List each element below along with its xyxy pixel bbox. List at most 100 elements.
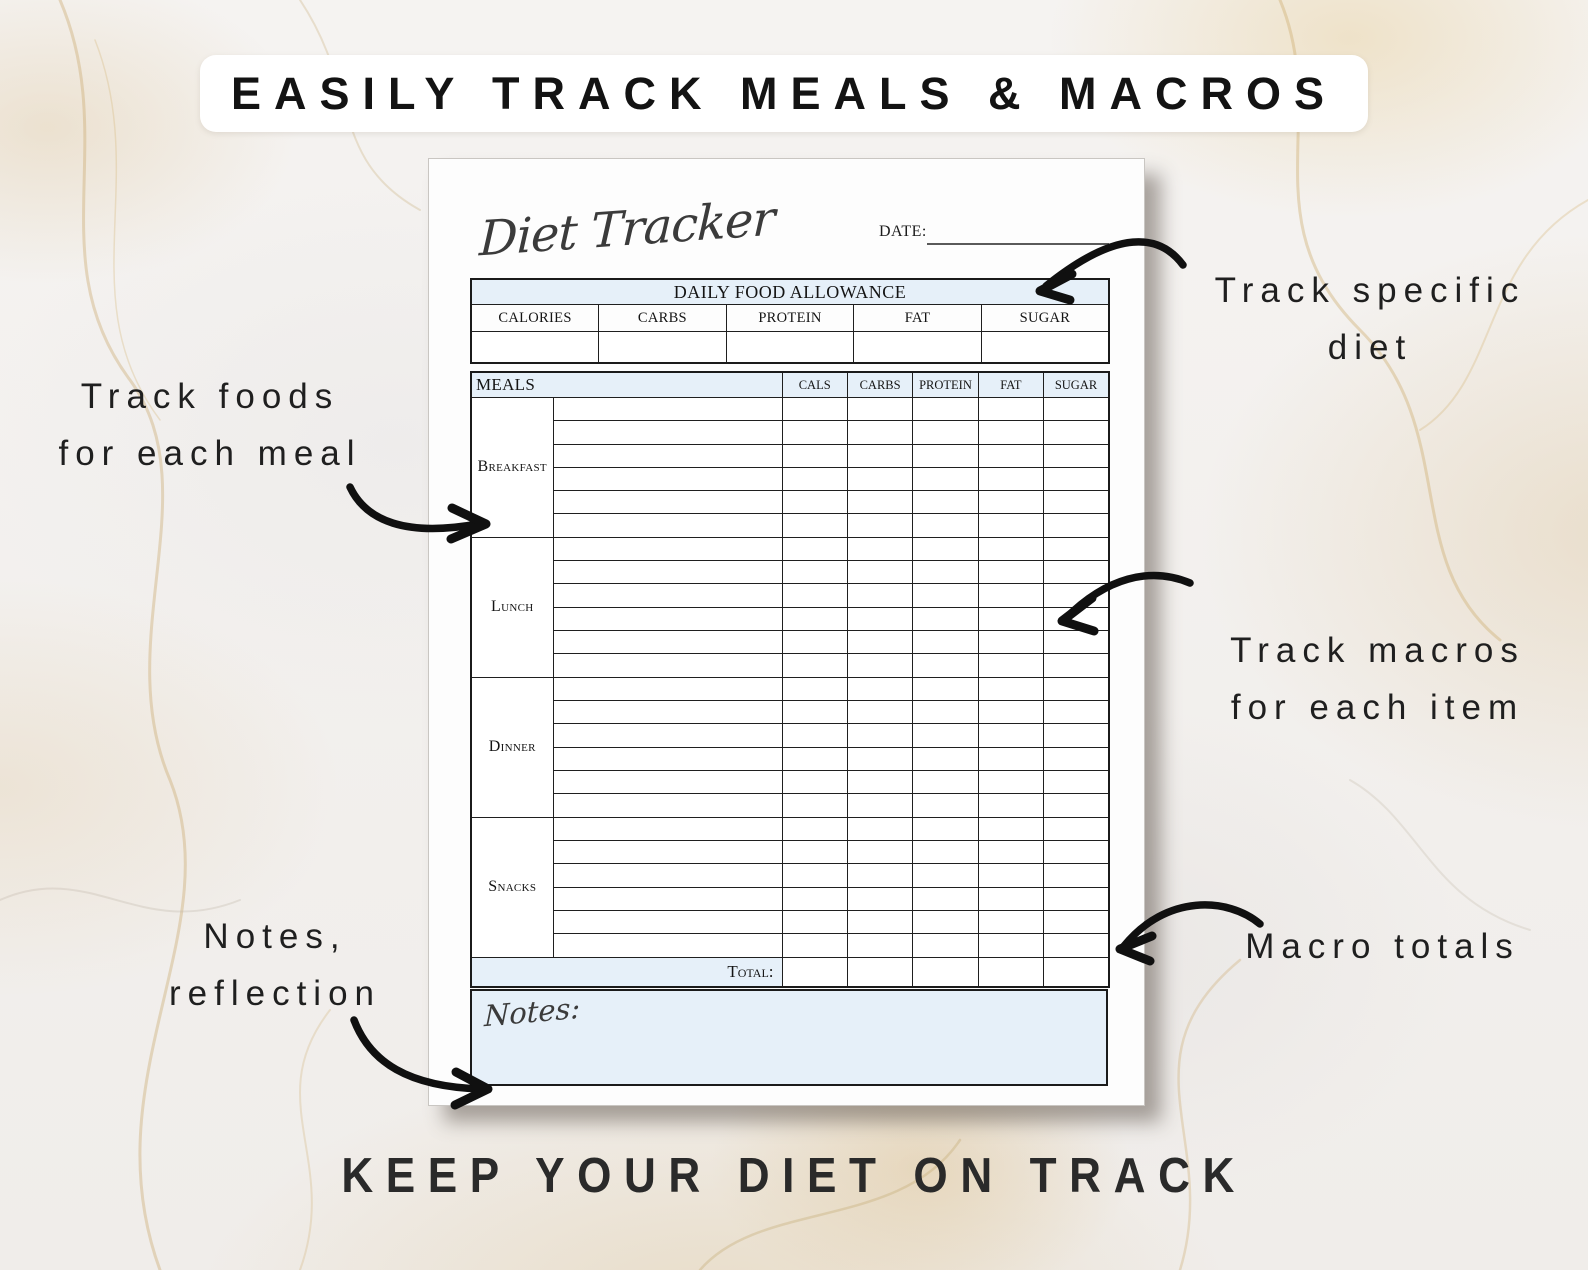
macro-entry-cell-cals [781, 466, 848, 492]
total-cell-carbs [846, 957, 914, 988]
meal-row-breakfast [471, 420, 1110, 445]
headline-banner: EASILY TRACK MEALS & MACROS [200, 55, 1368, 132]
macro-entry-cell-carbs [846, 629, 914, 655]
macro-entry-cell-fat [977, 466, 1045, 492]
macro-entry-cell-sugar [1043, 443, 1110, 468]
macro-entry-cell-cals [781, 746, 848, 771]
macro-entry-cell-sugar [1043, 700, 1110, 725]
macro-entry-cell-cals [781, 583, 848, 608]
allowance-entry-cell [980, 331, 1110, 364]
date-line [927, 243, 1109, 245]
allowance-entry-row [470, 331, 1110, 364]
food-entry-cell [552, 863, 783, 888]
macro-entry-cell-protein [912, 513, 979, 538]
macro-entry-cell-protein [912, 396, 979, 422]
macro-entry-cell-sugar [1043, 583, 1110, 608]
macro-entry-cell-carbs [846, 840, 914, 865]
macro-entry-cell-fat [977, 443, 1045, 468]
macro-entry-cell-sugar [1043, 840, 1110, 865]
macro-entry-cell-sugar [1043, 816, 1110, 842]
annotation-line: Track macros [1230, 631, 1525, 670]
meal-label-breakfast: Breakfast [470, 397, 554, 538]
macro-entry-cell-fat [977, 396, 1045, 422]
food-entry-cell [552, 489, 783, 515]
macro-entry-cell-carbs [846, 513, 914, 538]
macro-entry-cell-cals [781, 863, 848, 888]
annotation-line: Macro totals [1245, 927, 1520, 966]
food-entry-cell [552, 676, 783, 702]
macro-entry-cell-cals [781, 513, 848, 538]
meal-row-lunch [471, 560, 1110, 585]
macro-entry-cell-carbs [846, 700, 914, 725]
notes-section: Notes: [470, 989, 1108, 1086]
annotation-line: Track foods [80, 377, 340, 416]
food-entry-cell [552, 816, 783, 842]
macro-entry-cell-cals [781, 676, 848, 702]
meal-row-lunch [471, 629, 1110, 655]
macro-entry-cell-cals [781, 700, 848, 725]
macro-entry-cell-sugar [1043, 863, 1110, 888]
meal-row-dinner [471, 723, 1110, 748]
macro-entry-cell-protein [912, 793, 979, 818]
macro-entry-cell-sugar [1043, 560, 1110, 585]
macro-entry-cell-sugar [1043, 723, 1110, 748]
annotation-track-specific-diet: Track specific diet [1160, 262, 1580, 376]
macro-entry-cell-fat [977, 606, 1045, 631]
macro-column-fat: FAT [977, 371, 1045, 398]
macro-entry-cell-fat [977, 863, 1045, 888]
meal-row-lunch [471, 653, 1110, 678]
food-entry-cell [552, 629, 783, 655]
macro-entry-cell-fat [977, 933, 1045, 958]
meal-row-snacks [471, 933, 1110, 958]
macro-entry-cell-fat [977, 723, 1045, 748]
food-entry-cell [552, 443, 783, 468]
macro-entry-cell-cals [781, 606, 848, 631]
meal-row-breakfast [471, 466, 1110, 492]
food-entry-cell [552, 746, 783, 771]
annotation-track-foods: Track foods for each meal [5, 368, 415, 482]
macro-entry-cell-cals [781, 536, 848, 562]
meals-header: MEALS [470, 371, 783, 398]
meal-row-lunch: Lunch [470, 536, 1110, 678]
macro-entry-cell-fat [977, 536, 1045, 562]
macro-entry-cell-protein [912, 653, 979, 678]
annotation-line: diet [1327, 328, 1413, 367]
macro-entry-cell-carbs [846, 863, 914, 888]
food-entry-cell [552, 606, 783, 631]
meal-row-breakfast [471, 489, 1110, 515]
macro-entry-cell-protein [912, 769, 979, 795]
allowance-column-protein: PROTEIN [725, 304, 855, 332]
allowance-column-sugar: SUGAR [980, 304, 1110, 332]
macro-column-carbs: CARBS [846, 371, 914, 398]
meal-row-lunch [471, 606, 1110, 631]
macro-entry-cell-cals [781, 769, 848, 795]
annotation-line: reflection [168, 974, 382, 1013]
macro-entry-cell-fat [977, 793, 1045, 818]
meal-label-dinner: Dinner [470, 676, 554, 818]
macro-entry-cell-sugar [1043, 886, 1110, 911]
macro-entry-cell-carbs [846, 816, 914, 842]
macro-entry-cell-protein [912, 933, 979, 958]
macro-entry-cell-sugar [1043, 489, 1110, 515]
macro-entry-cell-carbs [846, 443, 914, 468]
macro-entry-cell-sugar [1043, 606, 1110, 631]
macro-entry-cell-fat [977, 816, 1045, 842]
macro-entry-cell-carbs [846, 676, 914, 702]
macro-entry-cell-protein [912, 443, 979, 468]
macro-entry-cell-sugar [1043, 513, 1110, 538]
meal-row-dinner [471, 769, 1110, 795]
macro-entry-cell-protein [912, 606, 979, 631]
macro-entry-cell-cals [781, 723, 848, 748]
headline-text: EASILY TRACK MEALS & MACROS [230, 67, 1338, 119]
macro-entry-cell-protein [912, 746, 979, 771]
macro-entry-cell-protein [912, 700, 979, 725]
annotation-notes-reflection: Notes, reflection [80, 908, 470, 1022]
macro-entry-cell-carbs [846, 793, 914, 818]
macro-entry-cell-sugar [1043, 396, 1110, 422]
macro-entry-cell-cals [781, 629, 848, 655]
notes-label: Notes: [483, 990, 581, 1034]
macro-column-cals: CALS [781, 371, 848, 398]
meal-label-lunch: Lunch [470, 536, 554, 678]
macro-entry-cell-protein [912, 420, 979, 445]
macro-entry-cell-cals [781, 560, 848, 585]
